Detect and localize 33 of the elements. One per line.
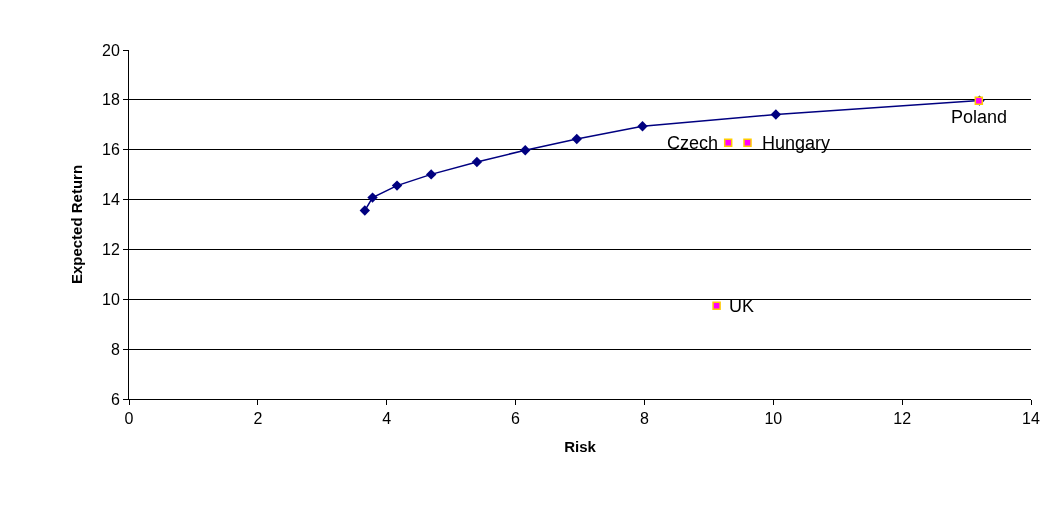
point	[743, 138, 752, 147]
point	[391, 180, 403, 191]
annotation: Poland	[951, 107, 1008, 127]
x-tick-label: 4	[382, 410, 392, 428]
y-tick-label: 6	[110, 390, 120, 408]
x-tick-label: 10	[764, 410, 783, 428]
point	[712, 301, 721, 311]
y-tick-label: 20	[102, 41, 120, 59]
point	[367, 192, 378, 203]
x-tick-label: 8	[639, 410, 649, 428]
point	[359, 205, 371, 216]
point	[471, 156, 483, 168]
y-tick-label: 10	[102, 290, 120, 308]
point	[637, 121, 648, 132]
x-tick-label: 2	[253, 410, 263, 428]
x-tick-label: 12	[893, 410, 912, 428]
y-tick-label: 12	[102, 241, 120, 259]
point	[571, 133, 582, 145]
y-axis-title: Expected Return	[68, 164, 86, 285]
annotation: Hungary	[762, 133, 831, 153]
x-tick-label: 6	[511, 410, 521, 428]
x-axis-title: Risk	[564, 438, 597, 456]
y-tick-label: 14	[102, 191, 120, 209]
x-tick-label: 0	[124, 410, 134, 428]
point	[723, 138, 733, 147]
x-tick-label: 14	[1022, 410, 1040, 428]
y-tick-label: 8	[110, 340, 120, 358]
point	[770, 109, 782, 120]
point	[520, 145, 531, 156]
y-tick-label: 16	[102, 141, 120, 159]
point	[425, 169, 437, 180]
y-tick-label: 18	[102, 91, 120, 109]
annotation: Czech	[667, 133, 719, 153]
